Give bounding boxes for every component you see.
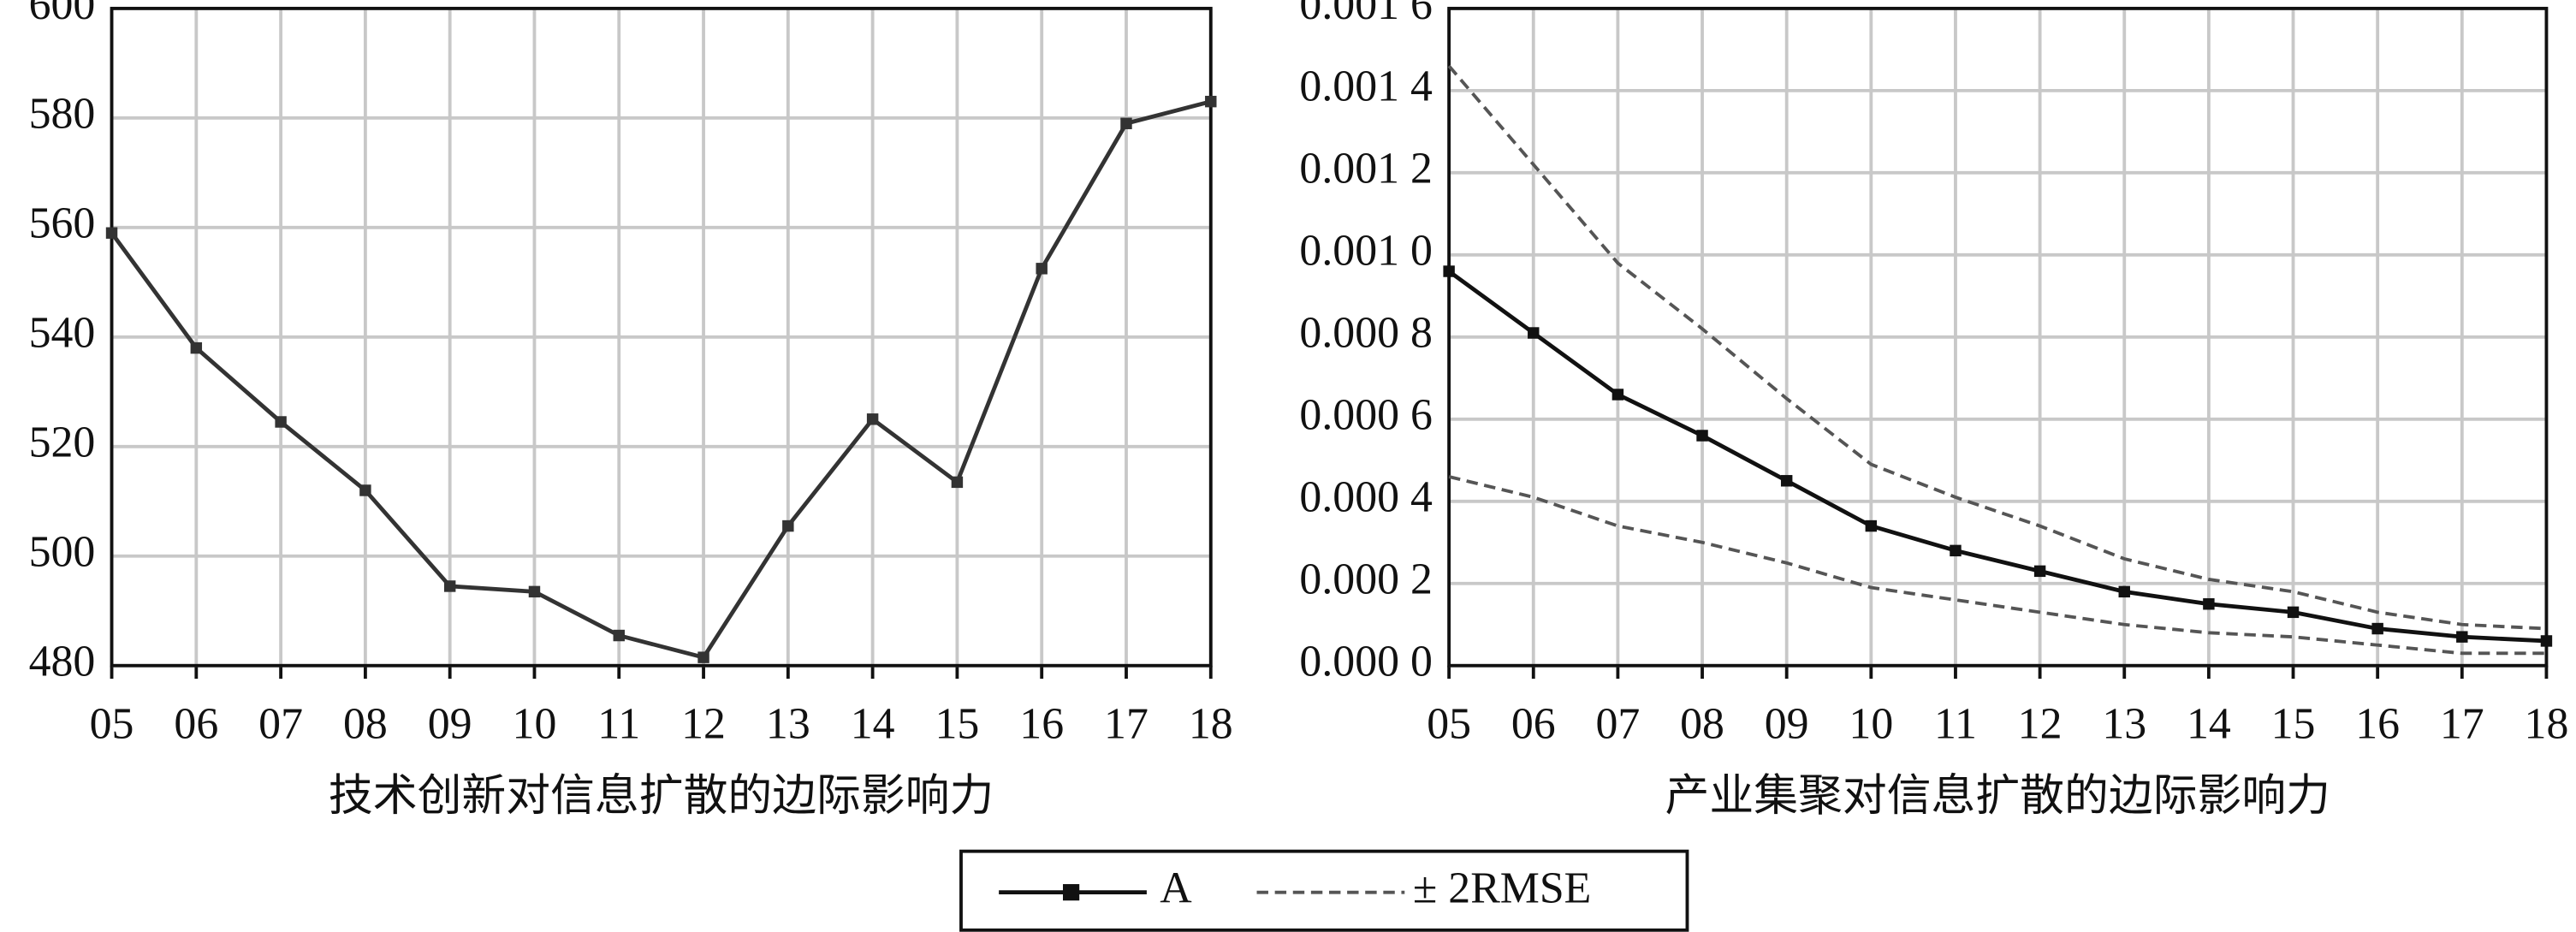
x-tick-label: 09 (1765, 700, 1809, 749)
y-tick-label: 0.000 6 (1299, 391, 1432, 440)
x-tick-label: 18 (2525, 700, 2569, 749)
marker (2540, 635, 2553, 647)
series-line (1447, 270, 2547, 644)
series-line (110, 99, 1212, 660)
marker (359, 484, 371, 496)
x-tick-label: 06 (174, 700, 218, 749)
legend-swatch (1063, 884, 1080, 901)
y-tick-label: 0.001 2 (1299, 145, 1432, 193)
marker (1950, 544, 1962, 557)
x-tick-label: 18 (1189, 700, 1233, 749)
marker (1120, 117, 1132, 129)
x-tick-label: 13 (2102, 700, 2146, 749)
marker (443, 580, 456, 592)
x-tick-label: 12 (2018, 700, 2063, 749)
x-tick-label: 11 (1934, 700, 1977, 749)
x-tick-label: 11 (597, 700, 640, 749)
marker (1205, 95, 1217, 108)
y-tick-label: 0.000 8 (1299, 309, 1432, 358)
x-tick-label: 05 (1427, 700, 1471, 749)
x-axis-title: 技术创新对信息扩散的边际影响力 (329, 772, 994, 821)
marker (2118, 585, 2130, 598)
x-tick-label: 14 (2187, 700, 2231, 749)
legend-box (959, 849, 1689, 932)
marker (105, 227, 118, 239)
y-tick-label: 500 (29, 528, 96, 577)
marker (275, 416, 287, 428)
x-tick-label: 10 (513, 700, 557, 749)
x-tick-label: 09 (428, 700, 472, 749)
x-tick-label: 17 (1104, 700, 1149, 749)
marker (1036, 263, 1048, 275)
y-tick-label: 0.001 4 (1299, 62, 1433, 111)
marker (782, 519, 794, 532)
marker (1780, 475, 1793, 487)
marker (2287, 606, 2300, 619)
y-tick-label: 0.000 2 (1299, 555, 1432, 604)
x-tick-label: 07 (1595, 700, 1640, 749)
x-tick-label: 15 (2271, 700, 2316, 749)
x-tick-label: 06 (1511, 700, 1556, 749)
band-line (1448, 475, 2547, 656)
marker (2456, 631, 2468, 643)
x-tick-label: 08 (1680, 700, 1724, 749)
x-tick-label: 16 (1019, 700, 1064, 749)
marker (528, 585, 541, 598)
marker (951, 476, 964, 489)
y-tick-label: 0.000 4 (1299, 473, 1433, 522)
x-tick-label: 14 (851, 700, 895, 749)
band-line (1447, 64, 2547, 631)
marker (1443, 265, 1455, 277)
marker (2033, 565, 2046, 578)
plot-frame (1447, 6, 2549, 668)
marker (613, 629, 625, 642)
marker (2203, 598, 2215, 610)
y-tick-label: 480 (29, 638, 96, 686)
legend-label: ± 2RMSE (1413, 864, 1591, 913)
marker (1696, 430, 1708, 442)
x-tick-label: 05 (90, 700, 134, 749)
y-tick-label: 540 (29, 309, 96, 358)
legend-label: A (1160, 864, 1192, 913)
y-tick-label: 0.001 0 (1299, 227, 1432, 276)
y-tick-label: 520 (29, 419, 96, 467)
marker (1611, 389, 1624, 401)
y-tick-label: 0.000 0 (1299, 638, 1432, 686)
plot-frame (110, 6, 1213, 668)
x-tick-label: 08 (343, 700, 388, 749)
x-tick-label: 17 (2440, 700, 2484, 749)
marker (190, 341, 203, 354)
marker (866, 413, 879, 425)
y-tick-label: 0.001 6 (1299, 0, 1432, 29)
x-tick-label: 15 (935, 700, 979, 749)
marker (1865, 519, 1878, 532)
marker (697, 651, 709, 663)
y-tick-label: 580 (29, 90, 96, 139)
y-tick-label: 560 (29, 199, 96, 248)
y-tick-label: 600 (29, 0, 96, 29)
marker (1528, 327, 1540, 339)
x-tick-label: 10 (1849, 700, 1893, 749)
x-tick-label: 16 (2355, 700, 2400, 749)
x-tick-label: 13 (766, 700, 810, 749)
marker (2371, 622, 2383, 635)
x-axis-title: 产业集聚对信息扩散的边际影响力 (1665, 772, 2330, 821)
x-tick-label: 07 (258, 700, 303, 749)
x-tick-label: 12 (681, 700, 726, 749)
